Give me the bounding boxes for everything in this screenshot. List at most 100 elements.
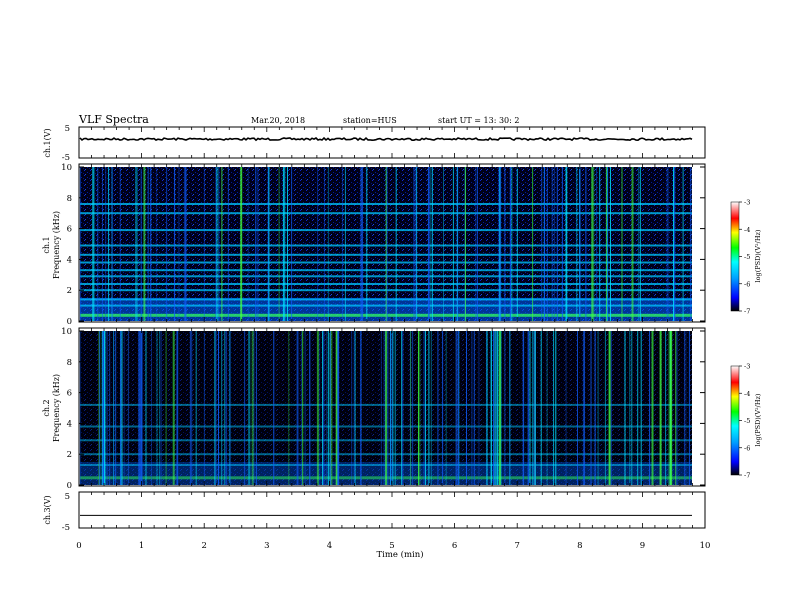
- colorbar-tick-label: -6: [744, 280, 750, 288]
- spectrogram-spike: [214, 331, 216, 485]
- spectrogram-spike: [224, 331, 226, 485]
- spectrogram-spike: [457, 331, 459, 485]
- spectrogram-spike: [682, 167, 684, 321]
- spectrogram-spike: [111, 167, 113, 321]
- spectrogram-spike: [425, 331, 426, 485]
- spectrogram-spike: [296, 331, 298, 485]
- spectrogram-spike: [540, 331, 542, 485]
- spectrogram-spike: [410, 331, 412, 485]
- spectrogram-spike: [316, 331, 319, 485]
- spectrogram-spike: [221, 331, 223, 485]
- spectrogram-spike: [195, 331, 197, 485]
- spectrogram-spike: [387, 331, 389, 485]
- figure-title: VLF Spectra: [78, 113, 149, 126]
- time-tick-label: 1: [139, 541, 144, 551]
- spectrogram-spike: [335, 331, 338, 485]
- ch3-waveform-panel: 5 -5 ch.3(V): [43, 491, 706, 533]
- spectrogram-spike: [273, 331, 275, 485]
- spectrogram-spike: [599, 167, 601, 321]
- spectrogram-spike: [301, 331, 302, 485]
- spectrogram-spike: [102, 167, 103, 321]
- spectrogram-spike: [401, 331, 403, 485]
- spectrogram-spike: [120, 331, 122, 485]
- ch1-waveform-frame: [78, 126, 706, 159]
- spectrogram-spike: [509, 331, 511, 485]
- spectrogram-spike: [139, 331, 141, 485]
- spectrogram-spike: [605, 167, 607, 321]
- spectrogram-spike: [93, 167, 95, 321]
- spectrogram-spike: [576, 167, 578, 321]
- spectrogram-spike: [156, 331, 158, 485]
- spectrogram-spike: [165, 331, 167, 485]
- spectrogram-spike: [667, 167, 669, 321]
- colorbar-tick-label: -5: [744, 417, 750, 425]
- ytick-label: 10: [61, 163, 72, 173]
- spectrogram-spike: [338, 331, 340, 485]
- spectrogram-spike: [551, 167, 553, 321]
- spectrogram-spike: [457, 167, 459, 321]
- ytick-label: 2: [67, 286, 72, 296]
- time-tick-label: 3: [264, 541, 269, 551]
- spectrogram-spike: [177, 331, 179, 485]
- ytick-label: 2: [67, 450, 72, 460]
- ytick-label: 8: [67, 358, 72, 368]
- spectrogram-spike: [253, 331, 255, 485]
- spectrogram-spike: [351, 331, 353, 485]
- spectrogram-spike: [534, 331, 536, 485]
- ch3-waveform-frame: [78, 491, 706, 529]
- spectrogram-spike: [590, 331, 592, 485]
- spectrogram-spike: [669, 331, 672, 485]
- spectrogram-spike: [240, 167, 243, 321]
- spectrogram-spike: [418, 331, 419, 485]
- spectrogram-spike: [477, 167, 478, 321]
- spectrogram-spike: [389, 331, 391, 485]
- spectrogram-spike: [172, 331, 175, 485]
- spectrogram-spike: [500, 167, 502, 321]
- spectrogram-spike: [566, 167, 568, 321]
- spectrogram-spike: [443, 167, 444, 321]
- spectrogram-spike: [297, 331, 299, 485]
- spectrogram-spike: [244, 331, 246, 485]
- spectrogram-spike: [138, 331, 140, 485]
- spectrogram-spike: [140, 331, 142, 485]
- spectrogram-spike: [675, 331, 677, 485]
- spectrogram-spike: [97, 167, 99, 321]
- spectrogram-spike: [203, 167, 205, 321]
- spectrogram-spike: [127, 331, 129, 485]
- spectrogram-spike: [412, 331, 414, 485]
- spectrogram-spike: [390, 331, 391, 485]
- spectrogram-spike: [676, 331, 678, 485]
- spectrogram-spike: [594, 331, 596, 485]
- spectrogram-spike: [442, 331, 444, 485]
- spectrogram-spike: [141, 331, 143, 485]
- colorbar-tick-label: -3: [744, 199, 750, 207]
- spectrogram-spike: [115, 331, 117, 485]
- spectrogram-spike: [432, 167, 433, 321]
- time-tick-label: 9: [640, 541, 645, 551]
- spectrogram-spike: [685, 331, 687, 485]
- spectrogram-spike: [496, 331, 498, 485]
- spectrogram-spike: [353, 331, 355, 485]
- ytick-label: 6: [67, 225, 72, 235]
- spectrogram-spike: [215, 167, 217, 321]
- spectrogram-spike: [135, 167, 137, 321]
- spectrogram-spike: [504, 167, 506, 321]
- spectrogram-spike: [184, 167, 186, 321]
- spectrogram-spike: [452, 167, 454, 321]
- colorbar-tick-label: -6: [744, 444, 750, 452]
- ch1-ytick-bottom: -5: [62, 153, 70, 163]
- spectrogram-spike: [413, 167, 415, 321]
- spectrogram-spike: [324, 167, 325, 321]
- spectrogram-spike: [471, 331, 473, 485]
- spectrogram-spike: [92, 167, 94, 321]
- spectrogram-spike: [119, 167, 121, 321]
- ytick-label: 4: [67, 255, 72, 265]
- spectrogram-spike: [565, 167, 567, 321]
- spectrogram-spike: [428, 167, 430, 321]
- spectrogram-spike: [504, 331, 506, 485]
- spectrogram-spike: [394, 331, 396, 485]
- spectrogram-spike: [495, 331, 497, 485]
- spectrogram-spike: [121, 331, 123, 485]
- spectrogram-spike: [639, 167, 641, 321]
